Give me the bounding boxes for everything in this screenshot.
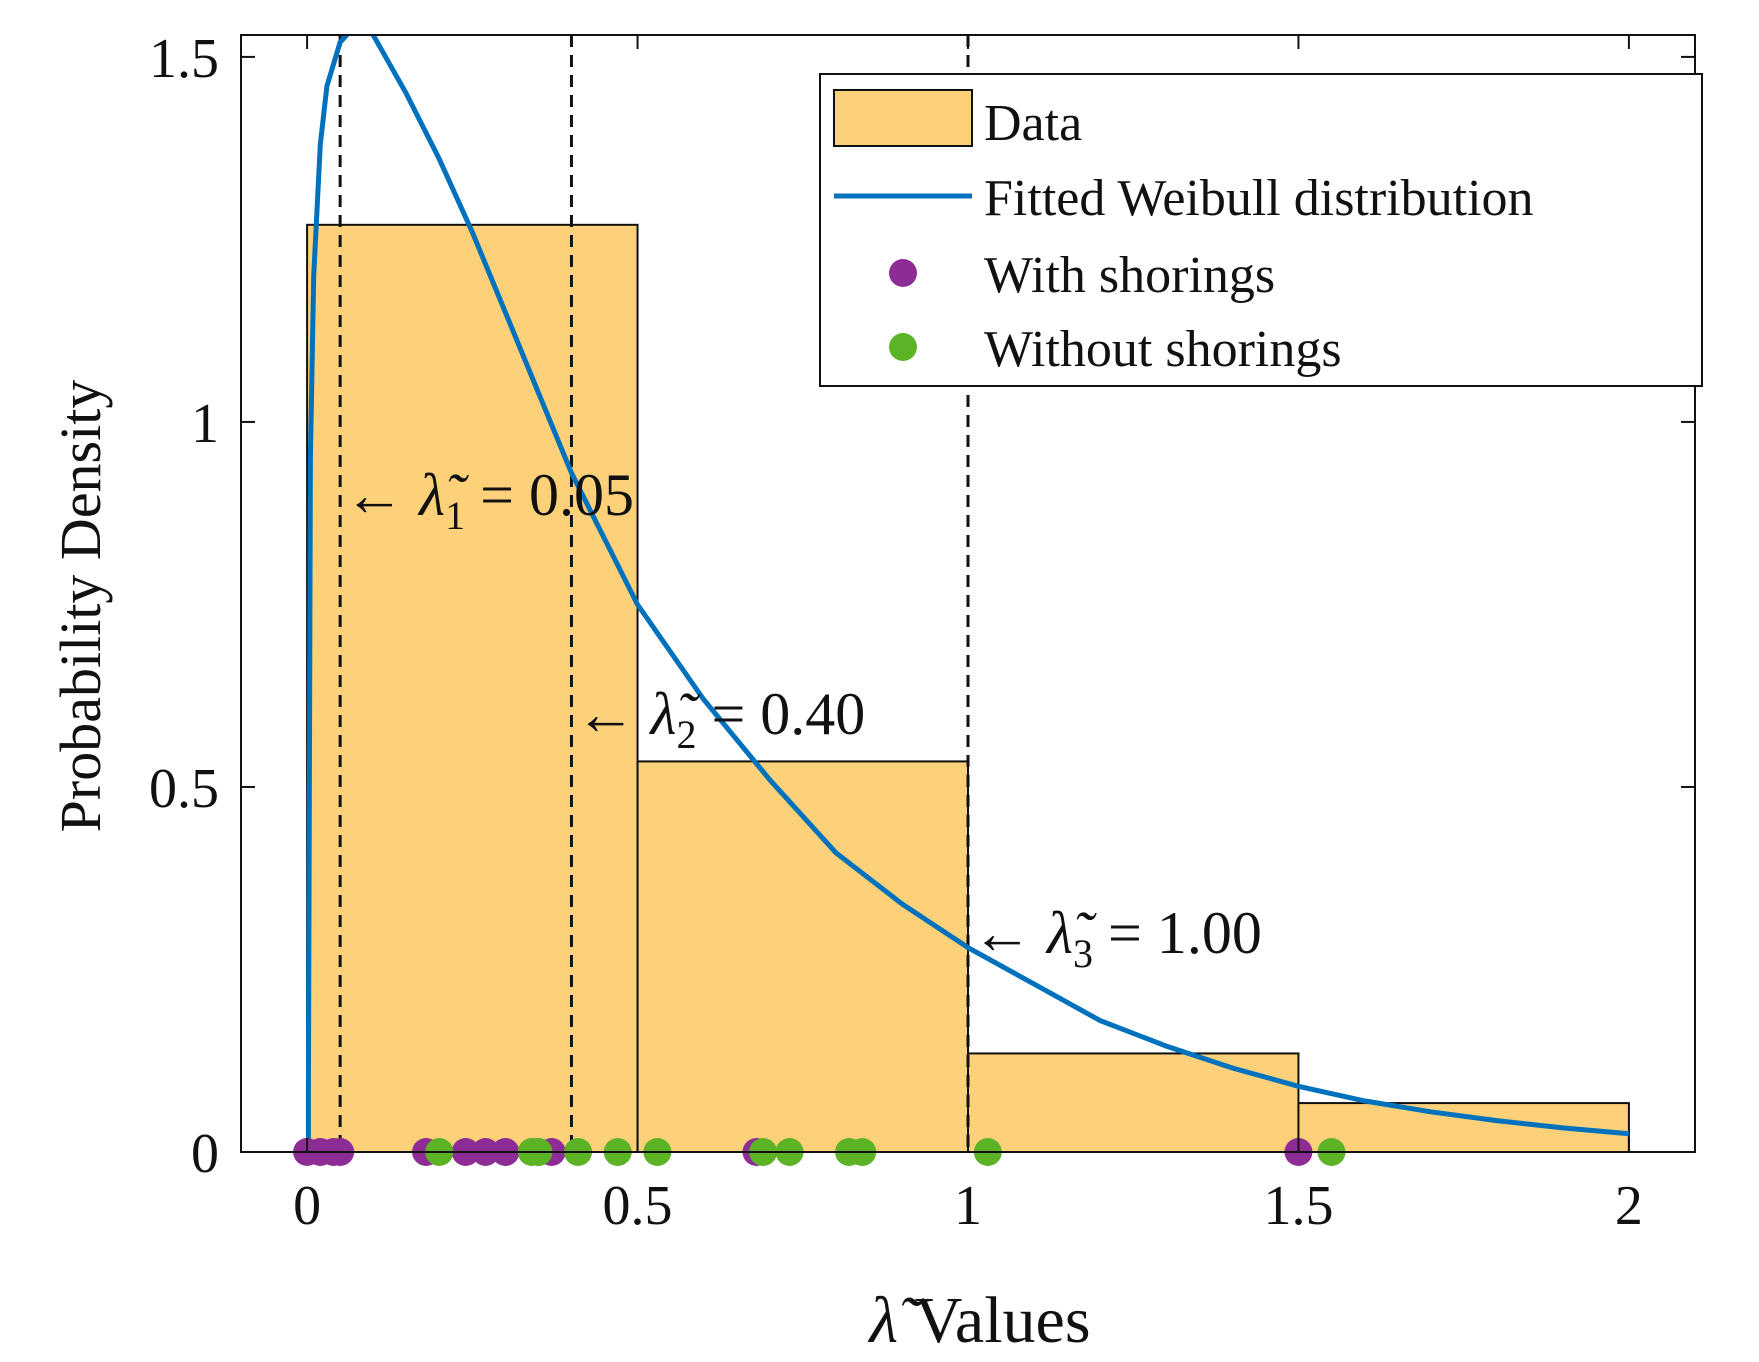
x-tick-label: 1 bbox=[954, 1175, 982, 1237]
weibull-curve bbox=[305, 35, 1630, 1152]
x-tick-label: 0.5 bbox=[603, 1175, 673, 1237]
y-tick-label: 1.5 bbox=[149, 28, 219, 90]
y-tick-label: 1 bbox=[191, 393, 219, 455]
histogram-bar bbox=[967, 1052, 1300, 1153]
x-tick-label: 1.5 bbox=[1263, 1175, 1333, 1237]
histogram-bar bbox=[306, 223, 639, 1153]
reference-annotation: ← λ̃3 = 1.00 bbox=[972, 900, 1262, 976]
legend-label-data: Data bbox=[984, 95, 1082, 152]
x-tick-label: 0 bbox=[293, 1175, 321, 1237]
legend: Data Fitted Weibull distribution With sh… bbox=[819, 73, 1703, 387]
legend-label-with-shorings: With shorings bbox=[984, 247, 1275, 304]
histogram-bar bbox=[636, 760, 970, 1153]
x-tick-label: 2 bbox=[1615, 1175, 1643, 1237]
y-axis-label: Probability Density bbox=[48, 380, 113, 833]
x-axis-label: λ̃ Values bbox=[867, 1284, 1090, 1357]
axis-ticks: 0 0.5 1 1.5 2 0 0.5 1 1.5 bbox=[149, 28, 1695, 1237]
legend-marker-with-shorings bbox=[889, 259, 917, 287]
legend-label-without-shorings: Without shorings bbox=[984, 321, 1342, 378]
legend-marker-without-shorings bbox=[889, 333, 917, 361]
reference-annotation: ← λ̃1 = 0.05 bbox=[344, 462, 634, 538]
legend-label-weibull: Fitted Weibull distribution bbox=[984, 170, 1534, 227]
reference-annotation: ← λ̃2 = 0.40 bbox=[575, 681, 865, 757]
legend-swatch-data bbox=[833, 89, 973, 147]
y-tick-label: 0.5 bbox=[149, 758, 219, 820]
y-tick-label: 0 bbox=[191, 1123, 219, 1185]
reference-labels: ← λ̃1 = 0.05 ← λ̃2 = 0.40 ← λ̃3 = 1.00 bbox=[344, 462, 1262, 976]
